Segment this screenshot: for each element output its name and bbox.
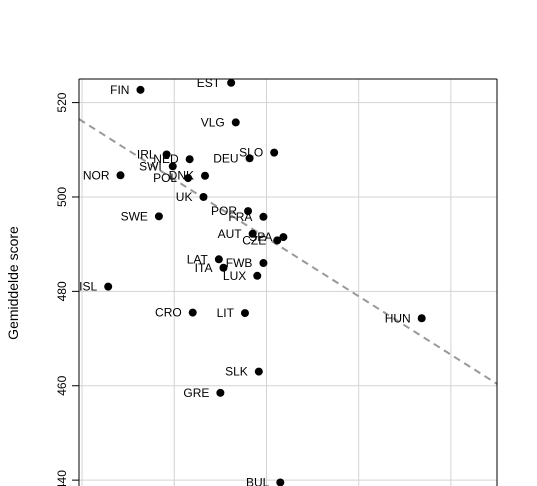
data-point	[417, 314, 426, 323]
axes: 440 460 480 500 520	[55, 78, 498, 486]
y-tick-label: 460	[55, 375, 69, 395]
data-point	[244, 207, 253, 216]
point-label: POR	[211, 204, 237, 218]
data-point	[214, 255, 223, 264]
point-label: CZE	[242, 233, 266, 247]
point-label: SLO	[239, 146, 263, 160]
point-label: ISL	[79, 280, 97, 294]
data-point	[116, 171, 125, 180]
point-label: ROM	[261, 485, 289, 486]
y-tick-label: 520	[55, 92, 69, 112]
data-point	[253, 271, 262, 280]
data-point	[154, 212, 163, 221]
grid-lines	[79, 79, 497, 486]
trend-line-layer	[79, 118, 497, 385]
trend-line	[79, 118, 497, 385]
data-point	[104, 282, 113, 291]
data-point	[240, 309, 249, 318]
point-label: CRO	[155, 306, 182, 320]
data-point	[219, 263, 228, 272]
data-point	[188, 308, 197, 317]
data-point	[184, 174, 193, 183]
y-tick-label: 440	[55, 470, 69, 486]
data-point	[136, 85, 145, 94]
point-label: ITA	[195, 261, 213, 275]
point-label: VLG	[201, 115, 225, 129]
point-label: AUT	[218, 227, 243, 241]
data-point	[231, 118, 240, 127]
data-point	[216, 388, 225, 397]
point-label: FRA	[228, 210, 252, 224]
data-point	[199, 192, 208, 201]
data-point	[201, 171, 210, 180]
data-point	[270, 148, 279, 157]
y-tick-label: 500	[55, 187, 69, 207]
point-label: SWE	[121, 209, 148, 223]
point-label: SPA	[249, 230, 272, 244]
data-point	[254, 367, 263, 376]
point-label: LUX	[223, 269, 246, 283]
data-point	[227, 78, 236, 87]
point-label: FIN	[110, 83, 129, 97]
data-point	[168, 162, 177, 171]
data-point	[279, 233, 288, 242]
point-label: HUN	[385, 311, 411, 325]
point-label: IRL	[137, 148, 156, 162]
point-label: EST	[197, 76, 221, 90]
data-point	[259, 259, 268, 268]
point-label: DEU	[213, 151, 238, 165]
point-label: GRE	[183, 386, 209, 400]
y-tick-label: 480	[55, 281, 69, 301]
point-label: NOR	[83, 168, 110, 182]
point-label: UK	[176, 190, 193, 204]
data-point	[245, 154, 254, 163]
point-label: BUL	[246, 475, 270, 486]
point-label: LIT	[217, 306, 235, 320]
data-point	[276, 478, 285, 486]
point-label: SLK	[225, 365, 248, 379]
point-label: LAT	[187, 252, 209, 266]
point-label: DNK	[169, 169, 194, 183]
data-point	[185, 155, 194, 164]
data-point	[162, 150, 171, 159]
point-label: FWB	[226, 256, 253, 270]
point-label: POL	[153, 171, 177, 185]
data-point	[248, 229, 257, 238]
data-point	[259, 212, 268, 221]
data-point	[273, 236, 282, 245]
point-label: SWI	[139, 159, 162, 173]
y-axis-title: Gemiddelde score	[5, 226, 21, 340]
